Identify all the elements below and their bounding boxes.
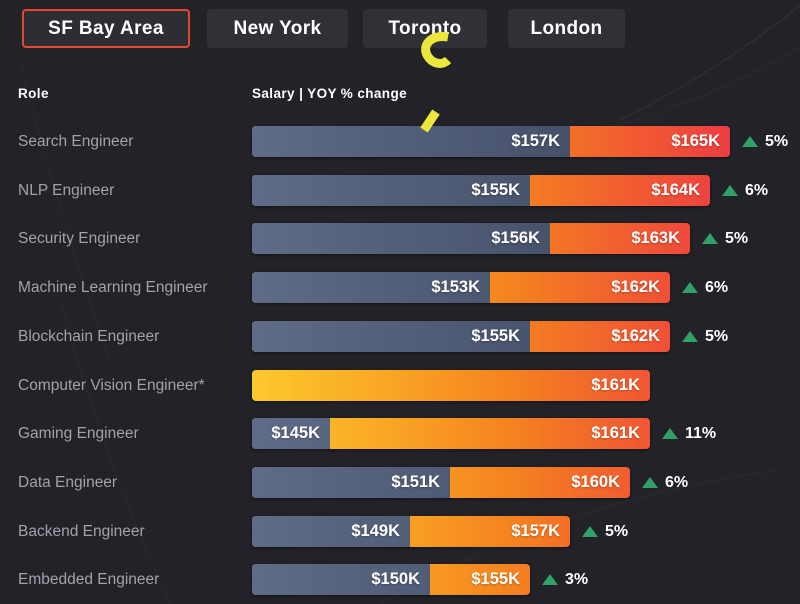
yoy-percent-value: 5% (605, 522, 629, 540)
previous-salary-segment (252, 467, 450, 498)
increase-triangle-icon (582, 526, 598, 537)
city-tabs: SF Bay Area New York Toronto London (22, 9, 625, 48)
yoy-change: 5% (682, 321, 728, 352)
salary-bar[interactable]: $153K $162K (252, 272, 670, 303)
yoy-percent-value: 11% (685, 424, 717, 442)
increase-triangle-icon (742, 136, 758, 147)
increase-triangle-icon (702, 233, 718, 244)
role-label: Embedded Engineer (18, 571, 160, 588)
current-salary-value: $161K (591, 424, 640, 442)
role-label: Machine Learning Engineer (18, 279, 208, 296)
increase-triangle-icon (662, 428, 678, 439)
yoy-percent-value: 5% (765, 132, 789, 150)
role-label: Search Engineer (18, 133, 134, 150)
previous-salary-value: $153K (431, 278, 480, 296)
table-row: Embedded Engineer $150K $155K 3% (0, 564, 800, 595)
role-label: Blockchain Engineer (18, 328, 160, 345)
increase-triangle-icon (722, 185, 738, 196)
salary-bar[interactable]: $155K $162K (252, 321, 670, 352)
yoy-percent-value: 5% (705, 327, 729, 345)
previous-salary-value: $151K (391, 473, 440, 491)
role-label: Backend Engineer (18, 523, 145, 540)
table-row: Blockchain Engineer $155K $162K 5% (0, 321, 800, 352)
yoy-change: 6% (642, 467, 688, 498)
current-salary-value: $160K (571, 473, 620, 491)
salary-bar[interactable]: $155K $164K (252, 175, 710, 206)
yoy-percent-value: 6% (665, 473, 689, 491)
yoy-change: 6% (682, 272, 728, 303)
salary-bar[interactable]: $161K (252, 370, 650, 401)
previous-salary-segment (252, 321, 530, 352)
yoy-percent-value: 6% (705, 278, 729, 296)
current-salary-value: $162K (611, 278, 660, 296)
table-row: Search Engineer $157K $165K 5% (0, 126, 800, 157)
current-salary-value: $162K (611, 327, 660, 345)
table-row: Backend Engineer $149K $157K 5% (0, 516, 800, 547)
previous-salary-value: $150K (371, 570, 420, 588)
salary-bar[interactable]: $151K $160K (252, 467, 630, 498)
salary-bar[interactable]: $157K $165K (252, 126, 730, 157)
current-salary-value: $163K (631, 229, 680, 247)
tab-toronto[interactable]: Toronto (363, 9, 487, 48)
current-salary-value: $164K (651, 181, 700, 199)
previous-salary-value: $149K (351, 522, 400, 540)
previous-salary-segment (252, 272, 490, 303)
yoy-percent-value: 3% (565, 570, 589, 588)
yoy-percent-value: 6% (745, 181, 769, 199)
yoy-change: 5% (582, 516, 628, 547)
yoy-change: 6% (722, 175, 768, 206)
increase-triangle-icon (682, 331, 698, 342)
previous-salary-segment (252, 175, 530, 206)
role-label: Gaming Engineer (18, 425, 139, 442)
role-label: NLP Engineer (18, 182, 115, 199)
current-salary-value: $157K (511, 522, 560, 540)
increase-triangle-icon (642, 477, 658, 488)
tab-new-york[interactable]: New York (207, 9, 348, 48)
salary-column-header: Salary | YOY % change (252, 86, 408, 101)
current-salary-value: $165K (671, 132, 720, 150)
salary-bar[interactable]: $145K $161K (252, 418, 650, 449)
table-row: Security Engineer $156K $163K 5% (0, 223, 800, 254)
salary-bar[interactable]: $149K $157K (252, 516, 570, 547)
table-row: Data Engineer $151K $160K 6% (0, 467, 800, 498)
tab-london[interactable]: London (508, 9, 625, 48)
previous-salary-value: $156K (491, 229, 540, 247)
yoy-percent-value: 5% (725, 229, 749, 247)
role-label: Computer Vision Engineer* (18, 377, 205, 394)
previous-salary-value: $157K (511, 132, 560, 150)
yoy-change: 5% (702, 223, 748, 254)
previous-salary-segment (252, 516, 410, 547)
previous-salary-value: $145K (271, 424, 320, 442)
previous-salary-segment (252, 126, 570, 157)
salary-bar[interactable]: $156K $163K (252, 223, 690, 254)
previous-salary-value: $155K (471, 181, 520, 199)
table-row: Computer Vision Engineer* $161K (0, 370, 800, 401)
role-label: Data Engineer (18, 474, 118, 491)
increase-triangle-icon (542, 574, 558, 585)
role-column-header: Role (18, 86, 49, 101)
table-row: NLP Engineer $155K $164K 6% (0, 175, 800, 206)
tab-sf-bay-area[interactable]: SF Bay Area (22, 9, 190, 48)
increase-triangle-icon (682, 282, 698, 293)
previous-salary-segment (252, 418, 330, 449)
previous-salary-segment (252, 223, 550, 254)
current-salary-value: $155K (471, 570, 520, 588)
role-label: Security Engineer (18, 230, 141, 247)
yoy-change: 11% (662, 418, 716, 449)
current-salary-value: $161K (591, 376, 640, 394)
yoy-change: 5% (742, 126, 788, 157)
previous-salary-value: $155K (471, 327, 520, 345)
salary-bar[interactable]: $150K $155K (252, 564, 530, 595)
yoy-change: 3% (542, 564, 588, 595)
table-row: Gaming Engineer $145K $161K 11% (0, 418, 800, 449)
previous-salary-segment (252, 564, 430, 595)
table-row: Machine Learning Engineer $153K $162K 6% (0, 272, 800, 303)
